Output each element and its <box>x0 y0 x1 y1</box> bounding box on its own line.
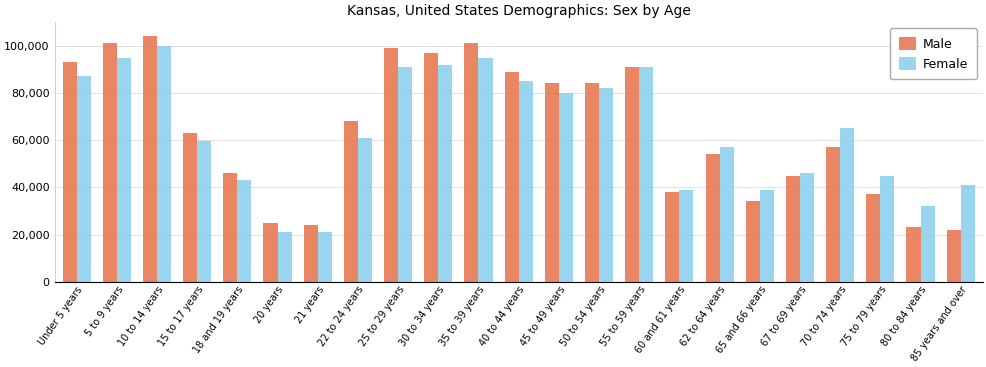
Bar <box>585 83 599 282</box>
Bar <box>384 48 397 282</box>
Bar <box>920 206 934 282</box>
Bar <box>544 83 558 282</box>
Bar <box>77 76 91 282</box>
Bar <box>103 43 116 282</box>
Bar <box>678 190 693 282</box>
Bar <box>519 81 532 282</box>
Bar <box>759 190 773 282</box>
Bar <box>438 65 452 282</box>
Bar <box>839 128 853 282</box>
Bar <box>504 72 519 282</box>
Bar <box>624 67 639 282</box>
Bar <box>946 230 959 282</box>
Bar <box>62 62 77 282</box>
Bar <box>397 67 412 282</box>
Bar <box>800 173 813 282</box>
Bar <box>719 147 733 282</box>
Bar <box>705 154 719 282</box>
Bar <box>745 201 759 282</box>
Bar <box>866 195 880 282</box>
Bar <box>358 138 372 282</box>
Bar <box>785 175 800 282</box>
Bar <box>317 232 331 282</box>
Bar <box>464 43 478 282</box>
Bar <box>116 58 131 282</box>
Title: Kansas, United States Demographics: Sex by Age: Kansas, United States Demographics: Sex … <box>346 4 690 18</box>
Bar <box>197 141 211 282</box>
Bar <box>478 58 492 282</box>
Bar <box>959 185 974 282</box>
Bar <box>558 93 572 282</box>
Bar <box>223 173 238 282</box>
Bar <box>183 133 197 282</box>
Bar <box>424 53 438 282</box>
Legend: Male, Female: Male, Female <box>889 28 975 79</box>
Bar <box>277 232 291 282</box>
Bar <box>665 192 678 282</box>
Bar <box>825 147 839 282</box>
Bar <box>880 175 893 282</box>
Bar <box>238 180 251 282</box>
Bar <box>343 121 358 282</box>
Bar <box>304 225 317 282</box>
Bar <box>599 88 612 282</box>
Bar <box>263 223 277 282</box>
Bar <box>143 36 157 282</box>
Bar <box>905 228 920 282</box>
Bar <box>157 46 171 282</box>
Bar <box>639 67 653 282</box>
